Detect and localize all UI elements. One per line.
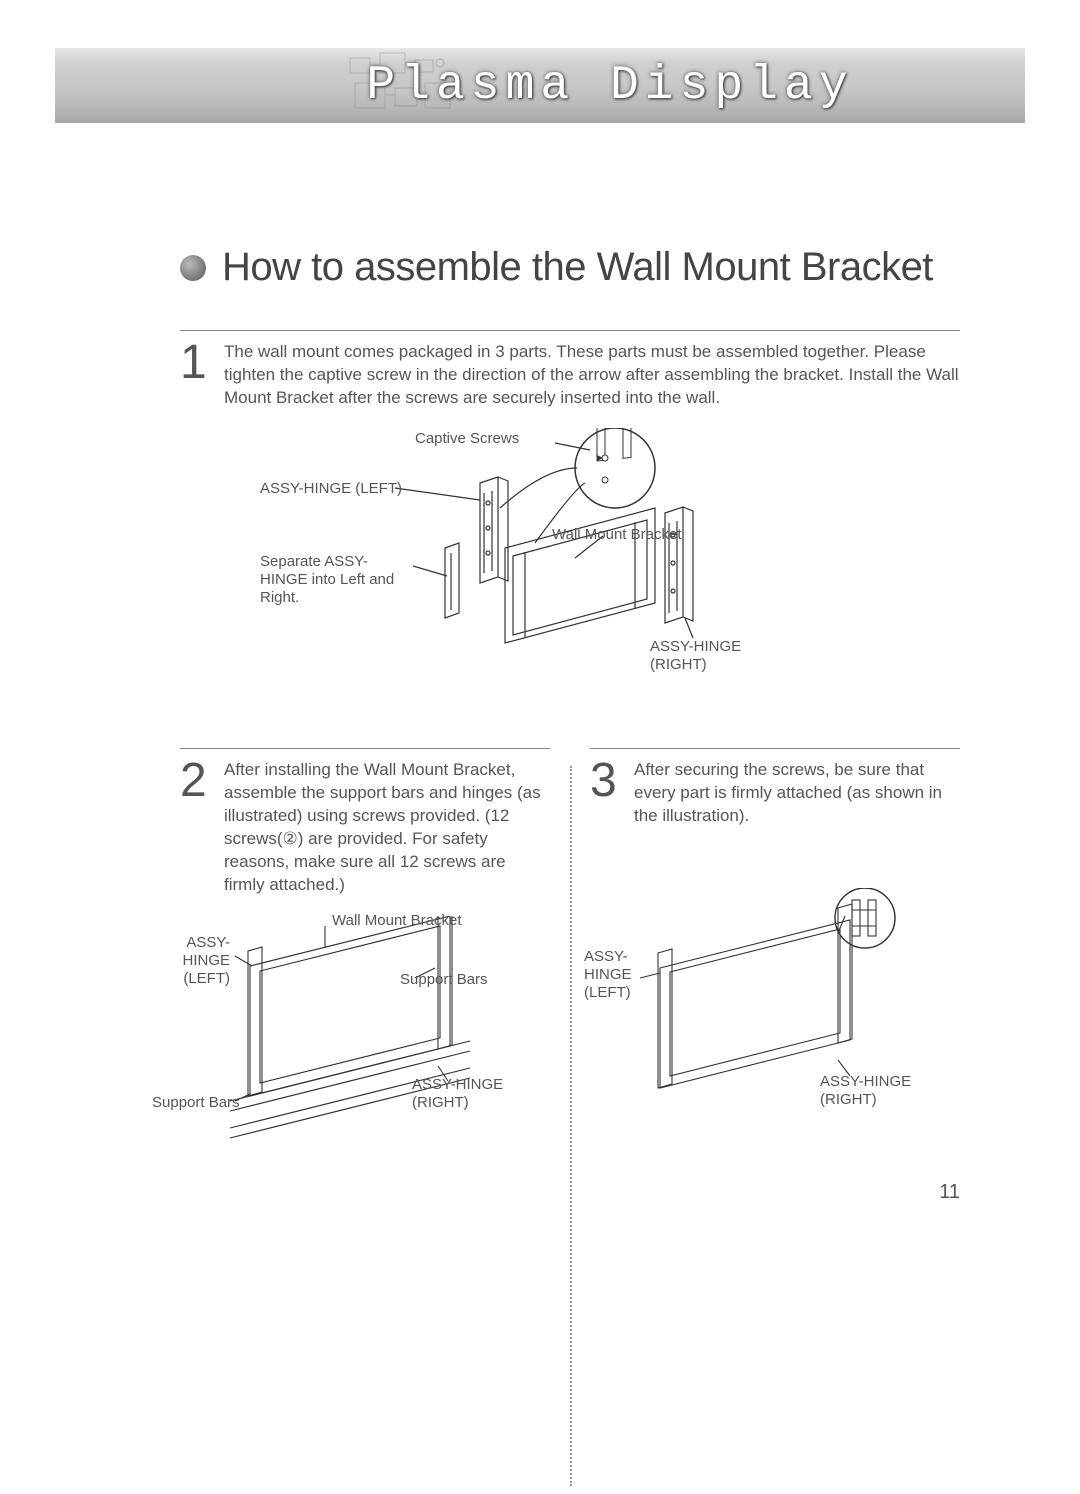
diagram-3: ASSY-HINGE(LEFT) ASSY-HINGE(RIGHT): [590, 888, 960, 1138]
header-title: Plasma Display: [366, 59, 853, 113]
label-captive-screws: Captive Screws: [415, 430, 519, 448]
label-support-bars-top: Support Bars: [400, 971, 488, 989]
label-wall-mount-bracket-2: Wall Mount Bracket: [332, 912, 462, 930]
label-wall-mount-bracket-1: Wall Mount Bracket: [552, 526, 682, 544]
label-assy-hinge-left-2: ASSY-HINGE(LEFT): [150, 934, 230, 988]
steps-2-3-row: 2 After installing the Wall Mount Bracke…: [180, 748, 960, 1177]
label-support-bars-bottom: Support Bars: [152, 1094, 240, 1112]
step-number-2: 2: [180, 757, 210, 805]
step-number-1: 1: [180, 339, 210, 387]
bullet-icon: [180, 255, 206, 281]
diagram-1: Captive Screws ASSY-HINGE (LEFT) Separat…: [245, 428, 960, 718]
label-assy-hinge-right-3: ASSY-HINGE(RIGHT): [820, 1073, 911, 1109]
diagram-2: Wall Mount Bracket ASSY-HINGE(LEFT) Supp…: [180, 916, 550, 1146]
section-heading-text: How to assemble the Wall Mount Bracket: [222, 245, 933, 290]
step-text-2: After installing the Wall Mount Bracket,…: [224, 757, 550, 897]
step-text-1: The wall mount comes packaged in 3 parts…: [224, 339, 960, 410]
step-number-3: 3: [590, 757, 620, 805]
section-heading: How to assemble the Wall Mount Bracket: [180, 245, 960, 290]
label-assy-hinge-right-2: ASSY-HINGE(RIGHT): [412, 1076, 503, 1112]
step-2: 2 After installing the Wall Mount Bracke…: [180, 748, 570, 1177]
label-assy-hinge-left-3: ASSY-HINGE(LEFT): [584, 948, 639, 1002]
step-rule: [180, 748, 550, 749]
header-banner: Plasma Display: [55, 48, 1025, 123]
label-assy-hinge-left-1: ASSY-HINGE (LEFT): [260, 480, 402, 498]
step-3: 3 After securing the screws, be sure tha…: [570, 748, 960, 1177]
page-content: How to assemble the Wall Mount Bracket 1…: [180, 245, 960, 1176]
step-text-3: After securing the screws, be sure that …: [634, 757, 960, 828]
step-rule: [180, 330, 960, 331]
page-number: 11: [939, 1181, 960, 1204]
step-1: 1 The wall mount comes packaged in 3 par…: [180, 330, 960, 718]
label-separate-hinge: Separate ASSY-HINGE into Left and Right.: [260, 553, 415, 607]
step-rule: [590, 748, 960, 749]
label-assy-hinge-right-1: ASSY-HINGE(RIGHT): [650, 638, 750, 674]
